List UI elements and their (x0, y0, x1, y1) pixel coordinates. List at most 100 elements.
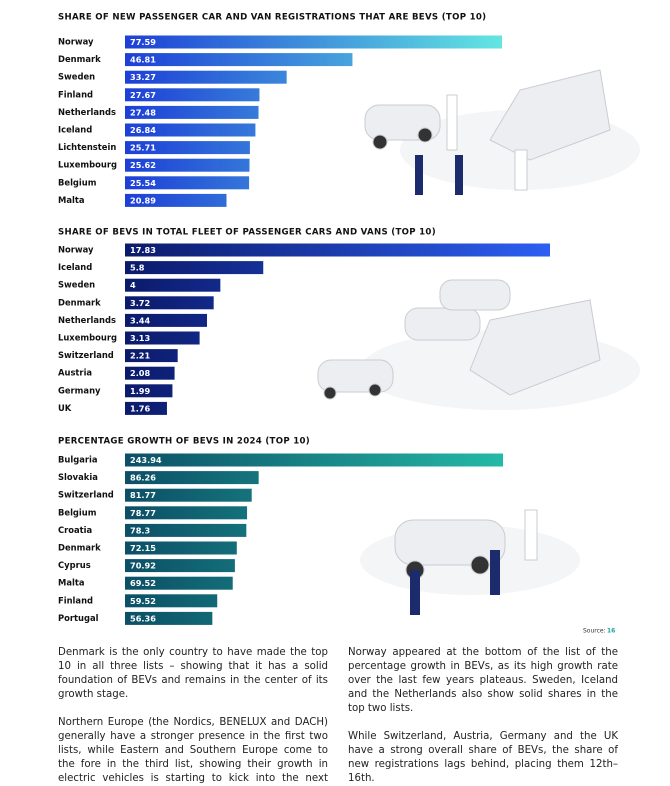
bar (125, 488, 252, 502)
bar (125, 123, 256, 137)
value-label: 4 (130, 280, 136, 290)
value-label: 46.81 (130, 55, 156, 65)
value-label: 78.77 (130, 508, 156, 518)
category-label: Switzerland (58, 490, 114, 500)
category-label: Slovakia (58, 472, 98, 482)
value-label: 25.54 (130, 178, 156, 188)
category-label: Norway (58, 245, 94, 255)
bar (125, 349, 178, 363)
category-label: Bulgaria (58, 455, 98, 465)
category-label: Croatia (58, 525, 92, 535)
category-label: Luxembourg (58, 160, 117, 170)
value-label: 3.44 (130, 315, 151, 325)
category-label: UK (58, 403, 72, 413)
value-label: 20.89 (130, 195, 156, 205)
value-label: 81.77 (130, 490, 156, 500)
category-label: Austria (58, 368, 92, 378)
bar (125, 278, 221, 292)
value-label: 25.71 (130, 143, 156, 153)
value-label: 59.52 (130, 596, 156, 606)
chart-title: SHARE OF BEVS IN TOTAL FLEET OF PASSENGE… (58, 228, 436, 238)
value-label: 27.48 (130, 107, 156, 117)
paragraph: Northern Europe (the Nordics, BENELUX an… (58, 717, 328, 784)
value-label: 70.92 (130, 561, 156, 571)
category-label: Sweden (58, 280, 95, 290)
category-label: Portugal (58, 613, 99, 623)
value-label: 78.3 (130, 525, 151, 535)
bar (125, 331, 200, 345)
category-label: Denmark (58, 54, 101, 64)
category-label: Netherlands (58, 107, 116, 117)
paragraph: While Switzerland, Austria, Germany and … (348, 731, 618, 784)
category-label: Malta (58, 578, 85, 588)
bar (125, 594, 218, 608)
bar (125, 541, 237, 555)
bar (125, 176, 250, 190)
value-label: 26.84 (130, 125, 156, 135)
value-label: 69.52 (130, 578, 156, 588)
category-label: Iceland (58, 262, 92, 272)
category-label: Denmark (58, 297, 101, 307)
bar (125, 35, 502, 49)
value-label: 86.26 (130, 473, 156, 483)
chart-title: PERCENTAGE GROWTH OF BEVS IN 2024 (TOP 1… (58, 437, 310, 447)
category-label: Luxembourg (58, 333, 117, 343)
category-label: Denmark (58, 543, 101, 553)
bar (125, 401, 167, 415)
value-label: 72.15 (130, 543, 156, 553)
category-label: Switzerland (58, 350, 114, 360)
bar (125, 261, 264, 275)
category-label: Malta (58, 195, 85, 205)
category-label: Netherlands (58, 315, 116, 325)
value-label: 17.83 (130, 245, 156, 255)
bar (125, 611, 213, 625)
value-label: 2.21 (130, 351, 151, 361)
category-label: Germany (58, 385, 101, 395)
value-label: 1.99 (130, 386, 151, 396)
bar (125, 559, 235, 573)
category-label: Norway (58, 37, 94, 47)
value-label: 3.72 (130, 298, 150, 308)
value-label: 77.59 (130, 37, 156, 47)
bar (125, 243, 550, 257)
value-label: 56.36 (130, 613, 156, 623)
bar (125, 471, 259, 485)
category-label: Belgium (58, 177, 97, 187)
paragraph: Denmark is the only country to have made… (58, 647, 328, 700)
bar (125, 453, 503, 467)
bar (125, 53, 353, 67)
value-label: 243.94 (130, 455, 162, 465)
value-label: 25.62 (130, 160, 156, 170)
bar (125, 105, 259, 119)
illustration (317, 69, 640, 615)
value-label: 5.8 (130, 263, 145, 273)
bar (125, 523, 247, 537)
category-label: Lichtenstein (58, 142, 116, 152)
category-label: Sweden (58, 72, 95, 82)
source-label: Source: (583, 628, 606, 635)
value-label: 33.27 (130, 72, 156, 82)
value-label: 27.67 (130, 90, 156, 100)
chart-title: SHARE OF NEW PASSENGER CAR AND VAN REGIS… (58, 13, 486, 23)
value-label: 3.13 (130, 333, 151, 343)
value-label: 1.76 (130, 403, 151, 413)
bar (125, 88, 260, 102)
category-label: Belgium (58, 507, 97, 517)
bar (125, 70, 287, 84)
category-label: Finland (58, 595, 93, 605)
category-label: Finland (58, 89, 93, 99)
bar (125, 384, 173, 398)
bar (125, 313, 207, 327)
category-label: Iceland (58, 125, 92, 135)
bar (125, 141, 250, 155)
source-ref: 16 (607, 628, 615, 635)
bar (125, 193, 227, 207)
bar (125, 158, 250, 172)
bar (125, 576, 233, 590)
value-label: 2.08 (130, 368, 151, 378)
paragraph: Norway appeared at the bottom of the lis… (348, 647, 618, 714)
category-label: Cyprus (58, 560, 91, 570)
bar (125, 296, 214, 310)
